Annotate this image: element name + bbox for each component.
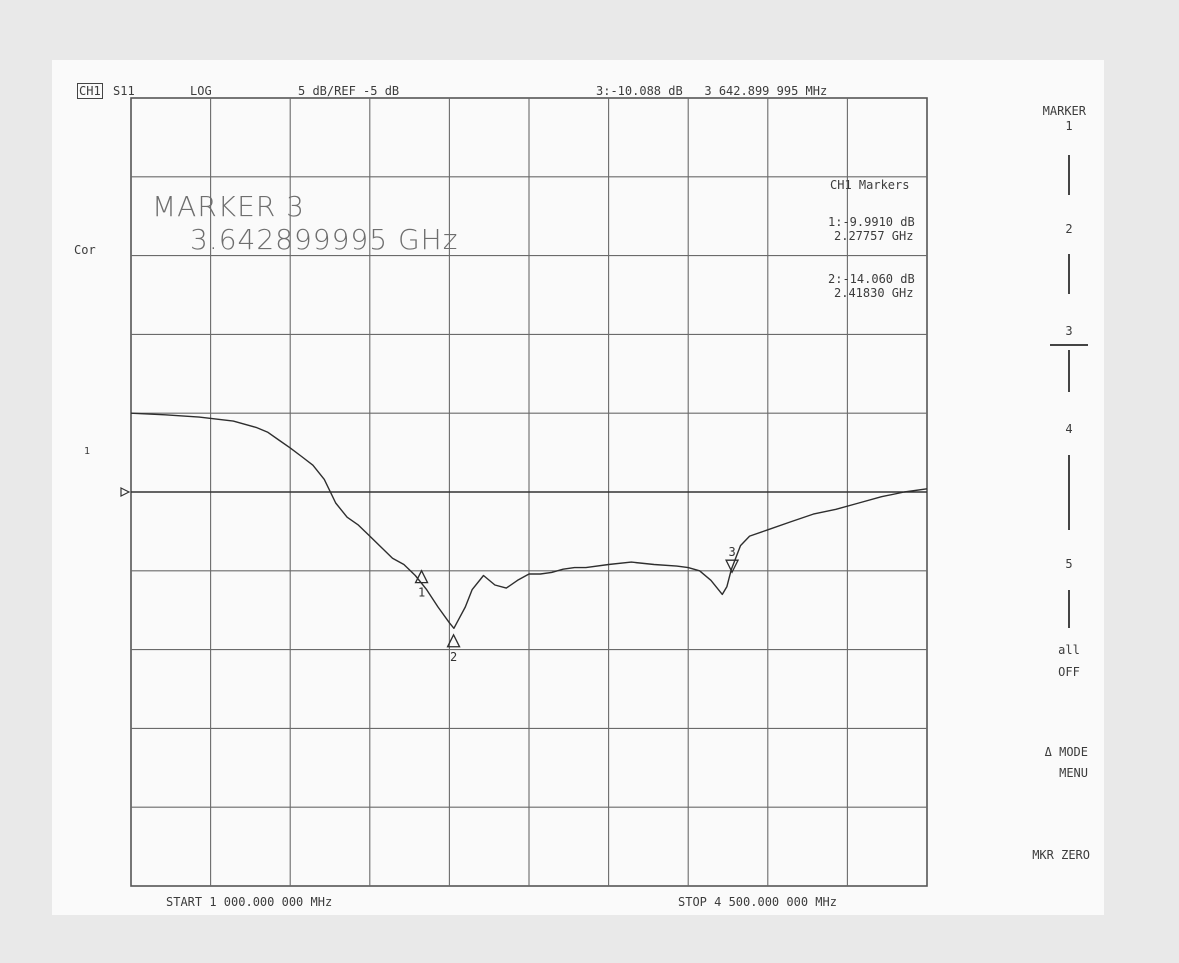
marker-table-title: CH1 Markers	[830, 178, 910, 192]
softkey-title: MARKER	[1042, 104, 1086, 118]
softkey-marker-1[interactable]: 1	[1065, 119, 1073, 133]
softkey-delta-mode-line2[interactable]: MENU	[1059, 766, 1088, 780]
marker-1-symbol	[414, 569, 429, 584]
marker-2-label: 2	[450, 650, 457, 664]
correction-indicator: Cor	[74, 243, 96, 257]
marker-2-frequency: 2.41830 GHz	[834, 286, 914, 300]
parameter-label: S11	[113, 84, 135, 98]
softkey-marker-4[interactable]: 4	[1065, 422, 1073, 436]
marker-2-value: 2:-14.060 dB	[828, 272, 915, 286]
marker-1-frequency: 2.27757 GHz	[834, 229, 914, 243]
marker-2-symbol	[446, 633, 461, 648]
reference-marker-label: 1	[84, 446, 91, 457]
softkey-delta-mode-line1[interactable]: Δ MODE	[1044, 745, 1088, 759]
reference-position-arrow	[120, 487, 131, 497]
active-marker-readout: 3:-10.088 dB 3 642.899 995 MHz	[596, 84, 828, 98]
softkey-marker-2[interactable]: 2	[1065, 222, 1073, 236]
marker-1-label: 1	[418, 586, 425, 600]
stop-frequency: STOP 4 500.000 000 MHz	[678, 895, 837, 909]
softkey-divider	[1068, 155, 1070, 195]
printout-sheet	[52, 60, 1104, 915]
active-marker-frequency: 3.642899995 GHz	[190, 223, 459, 256]
softkey-divider	[1068, 254, 1070, 294]
marker-1-value: 1:-9.9910 dB	[828, 215, 915, 229]
softkey-divider	[1068, 350, 1070, 392]
format-label: LOG	[190, 84, 212, 98]
softkey-marker-5[interactable]: 5	[1065, 557, 1073, 571]
softkey-mkr-zero[interactable]: MKR ZERO	[1032, 848, 1090, 862]
active-softkey-underline	[1050, 344, 1088, 346]
active-marker-title: MARKER 3	[152, 190, 305, 223]
softkey-divider	[1068, 455, 1070, 530]
scale-ref-label: 5 dB/REF -5 dB	[298, 84, 400, 98]
softkey-marker-3[interactable]: 3	[1065, 324, 1073, 338]
start-frequency: START 1 000.000 000 MHz	[166, 895, 333, 909]
trace-s11	[130, 412, 928, 629]
channel-indicator: CH1	[77, 83, 103, 99]
softkey-all-off-line2[interactable]: OFF	[1058, 665, 1080, 679]
marker-3-label: 3	[728, 545, 735, 559]
marker-3-symbol	[725, 559, 740, 574]
softkey-divider	[1068, 590, 1070, 628]
softkey-all-off-line1[interactable]: all	[1058, 643, 1080, 657]
